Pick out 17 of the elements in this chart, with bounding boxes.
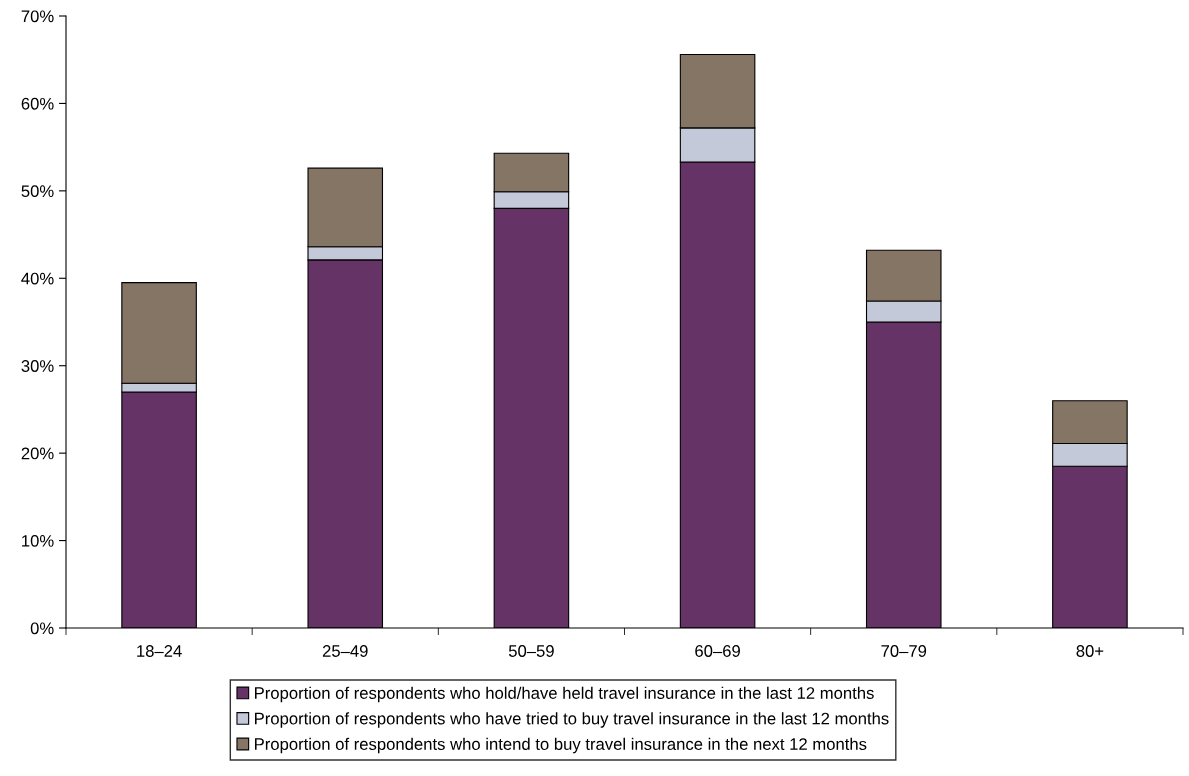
- x-tick-label: 50–59: [508, 645, 554, 657]
- x-tick-label: 70–79: [881, 645, 927, 657]
- y-tick-label: 60%: [21, 97, 54, 110]
- y-tick-label: 30%: [21, 360, 54, 372]
- x-tick-label: 60–69: [695, 645, 740, 657]
- y-tick-label: 50%: [21, 185, 54, 198]
- legend-label: Proportion of respondents who hold/have held travel insurance in the last 12 months: [255, 686, 874, 703]
- x-tick-label: 25–49: [322, 645, 368, 657]
- legend-label: Proportion of respondents who intend to buy travel insurance in the next 12 months: [255, 737, 867, 754]
- x-tick-label: 18–24: [137, 645, 182, 657]
- y-tick-label: 10%: [22, 534, 54, 547]
- y-tick-label: 40%: [21, 272, 54, 285]
- y-tick-label: 20%: [21, 447, 54, 460]
- x-tick-label: 80+: [1076, 645, 1104, 657]
- legend-label: Proportion of respondents who have tried to buy travel insurance in the last 12 months: [255, 712, 889, 728]
- y-tick-label: 0%: [30, 622, 54, 635]
- y-tick-label: 70%: [21, 10, 54, 23]
